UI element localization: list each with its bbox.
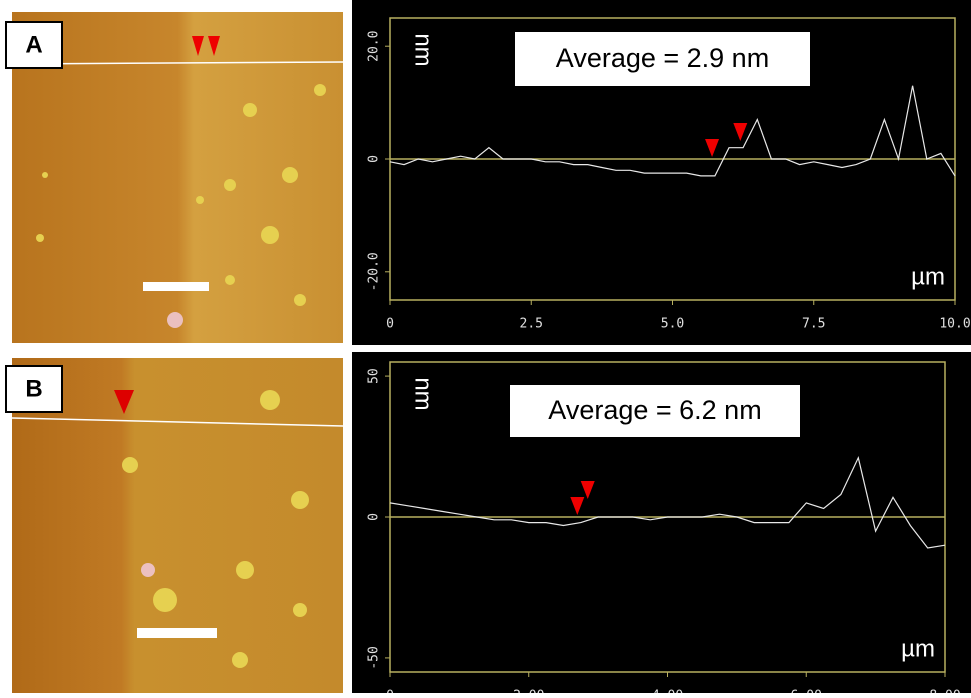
- scan-line: [11, 61, 344, 65]
- x-tick-label: 2.5: [520, 317, 543, 332]
- annotation: Average = 6.2 nm: [548, 395, 761, 425]
- panel-label-box: [5, 21, 63, 69]
- panel-label: B: [25, 375, 42, 402]
- x-axis-label: µm: [901, 635, 935, 662]
- afm-features: [122, 390, 309, 668]
- profile-line: [389, 85, 956, 177]
- cursor: [580, 481, 595, 499]
- x-tick-label: 0: [386, 317, 394, 332]
- x-tick-label: 6.00: [791, 689, 822, 694]
- profile-line: [389, 455, 946, 549]
- y-tick-label: 0: [367, 155, 382, 163]
- y-tick-label: -20.0: [367, 252, 382, 291]
- cursor: [733, 123, 748, 141]
- annotation: Average = 2.9 nm: [556, 43, 769, 73]
- cursor: [570, 497, 585, 515]
- x-tick-label: 4.00: [652, 689, 683, 694]
- scale-bar: [143, 282, 209, 291]
- cursor: [114, 390, 134, 414]
- scan-line: [11, 417, 344, 427]
- y-axis-label: nm: [410, 377, 437, 410]
- x-tick-label: 5.0: [661, 317, 684, 332]
- panel-label-box: [5, 365, 63, 413]
- annotation-box: [510, 385, 800, 437]
- x-axis-label: µm: [911, 263, 945, 290]
- x-tick-label: 0: [386, 689, 394, 694]
- cursor: [705, 139, 720, 157]
- scale-bar: [137, 628, 217, 638]
- cursor: [192, 36, 204, 56]
- panel-label: A: [25, 31, 42, 58]
- x-tick-label: 2.00: [513, 689, 544, 694]
- cursor: [208, 36, 220, 56]
- y-tick-label: 0: [367, 513, 382, 521]
- y-tick-label: 50: [367, 368, 382, 384]
- x-tick-label: 7.5: [802, 317, 825, 332]
- afm-features: [36, 84, 326, 328]
- x-tick-label: 10.0: [939, 317, 970, 332]
- y-tick-label: -50: [367, 646, 382, 669]
- y-tick-label: 20.0: [367, 31, 382, 62]
- annotation-box: [515, 32, 810, 86]
- y-axis-label: nm: [410, 33, 437, 66]
- x-tick-label: 8.00: [929, 689, 960, 694]
